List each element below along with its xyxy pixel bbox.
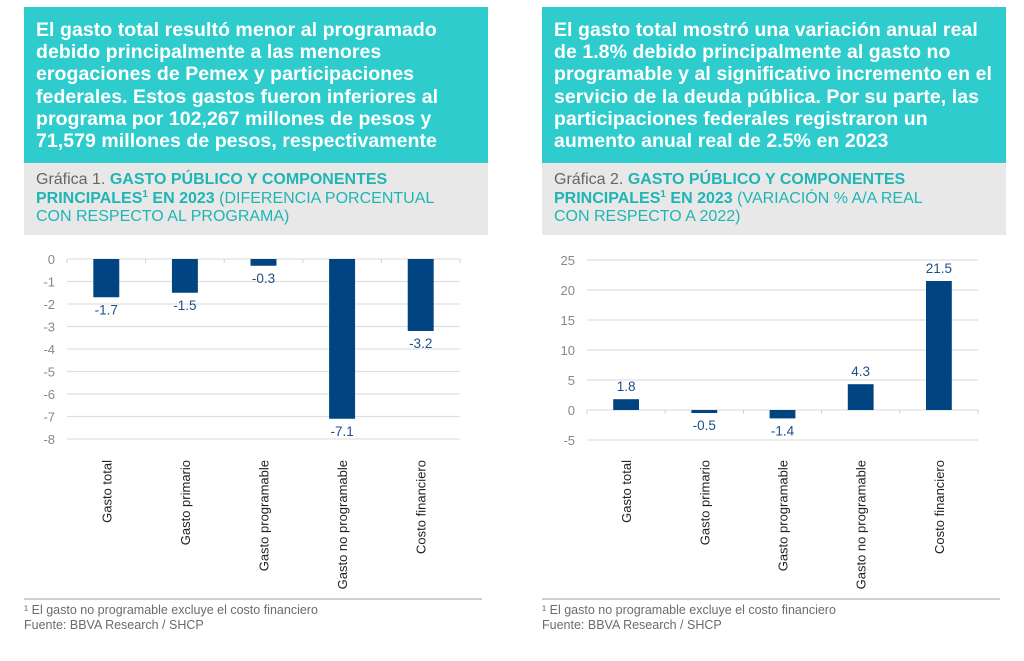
y-tick-label: -4 <box>43 342 55 357</box>
chart-label: Gráfica 1. <box>36 171 106 188</box>
data-label: 4.3 <box>851 364 870 379</box>
data-label: 1.8 <box>617 379 636 394</box>
category-label: Gasto total <box>619 460 634 523</box>
category-label: Gasto primario <box>697 460 712 545</box>
bar <box>769 410 796 419</box>
footer-divider <box>24 598 482 600</box>
bar <box>407 259 434 331</box>
category-label: Gasto total <box>99 460 114 523</box>
data-label: -1.7 <box>95 302 118 317</box>
chart-title-bold: GASTO PÚBLICO Y COMPONENTES <box>109 171 388 188</box>
data-label: -3.2 <box>409 336 432 351</box>
bar <box>171 259 198 293</box>
bar <box>613 399 640 410</box>
bar <box>691 410 718 413</box>
y-tick-label: -6 <box>43 387 55 402</box>
bar <box>93 259 120 298</box>
chart-subtitle: CON RESPECTO A 2022) <box>554 208 741 225</box>
headline-box-1: El gasto total resultó menor al programa… <box>24 7 488 163</box>
chart-title-1: Gráfica 1. GASTO PÚBLICO Y COMPONENTES P… <box>24 163 488 235</box>
source: Fuente: BBVA Research / SHCP <box>24 618 204 632</box>
category-label: Gasto programable <box>776 460 791 571</box>
footnote-marker: 1 <box>142 188 148 200</box>
headline-line: aumento anual real de 2.5% en 2023 <box>554 130 889 153</box>
y-tick-label: 5 <box>568 373 575 388</box>
y-tick-label: -5 <box>563 433 575 448</box>
y-tick-label: -8 <box>43 432 55 447</box>
y-tick-label: 25 <box>561 253 575 268</box>
bar <box>847 384 874 410</box>
chart-title-2: Gráfica 2. GASTO PÚBLICO Y COMPONENTES P… <box>542 163 1006 235</box>
headline-line: El gasto total resultó menor al programa… <box>36 19 437 41</box>
chart-subtitle: CON RESPECTO AL PROGRAMA) <box>36 208 290 225</box>
footnote-marker: 1 <box>660 188 666 200</box>
chart-title-bold: PRINCIPALES <box>36 189 143 207</box>
y-tick-label: -5 <box>43 365 55 380</box>
footer-1: ¹ El gasto no programable excluye el cos… <box>24 603 318 633</box>
chart-label: Gráfica 2. <box>554 171 624 188</box>
headline-line: federales. Estos gastos fueron inferiore… <box>36 85 439 108</box>
data-label: -1.4 <box>771 423 795 438</box>
panel-1: El gasto total resultó menor al programa… <box>24 7 488 647</box>
y-tick-label: -2 <box>43 297 55 312</box>
bar <box>925 281 952 410</box>
headline-line: El gasto total mostró una variación anua… <box>554 19 978 41</box>
category-label: Gasto programable <box>257 460 272 571</box>
panel-2: El gasto total mostró una variación anua… <box>542 7 1006 647</box>
bar <box>329 259 356 419</box>
footer-divider <box>542 598 1000 600</box>
chart-subtitle: (DIFERENCIA PORCENTUAL <box>219 189 435 207</box>
data-label: -7.1 <box>330 424 353 439</box>
headline-line: debido principalmente a las menores <box>36 41 382 64</box>
y-tick-label: -1 <box>43 275 55 290</box>
chart-title-bold: PRINCIPALES <box>554 189 661 207</box>
data-label: -0.5 <box>693 418 716 433</box>
headline-line: 71,579 millones de pesos, respectivament… <box>36 130 437 153</box>
y-tick-label: -7 <box>43 410 55 425</box>
headline-line: servicio de la deuda pública. Por su par… <box>554 85 979 108</box>
category-label: Costo financiero <box>414 460 429 554</box>
y-tick-label: 10 <box>561 343 575 358</box>
chart-title-bold: GASTO PÚBLICO Y COMPONENTES <box>627 171 906 188</box>
footnote: ¹ El gasto no programable excluye el cos… <box>542 603 836 617</box>
y-tick-label: 0 <box>568 403 575 418</box>
category-label: Gasto no programable <box>335 460 350 589</box>
y-tick-label: -3 <box>43 320 55 335</box>
source: Fuente: BBVA Research / SHCP <box>542 618 722 632</box>
chart-title-bold: EN 2023 <box>670 189 733 207</box>
category-label: Gasto primario <box>178 460 193 545</box>
category-label: Gasto no programable <box>854 460 869 589</box>
headline-line: programable y al significativo increment… <box>554 63 992 86</box>
headline-line: participaciones federales registraron un <box>554 107 928 130</box>
data-label: -0.3 <box>252 271 275 286</box>
headline-line: programa por 102,267 millones de pesos y <box>36 107 432 130</box>
data-label: 21.5 <box>926 261 952 276</box>
headline-line: de 1.8% debido principalmente al gasto n… <box>554 41 951 64</box>
data-label: -1.5 <box>173 298 196 313</box>
category-label: Costo financiero <box>932 460 947 554</box>
y-tick-label: 20 <box>561 283 575 298</box>
y-tick-label: 15 <box>561 313 575 328</box>
headline-line: erogaciones de Pemex y participaciones <box>36 63 414 86</box>
footnote: ¹ El gasto no programable excluye el cos… <box>24 603 318 617</box>
footer-2: ¹ El gasto no programable excluye el cos… <box>542 603 836 633</box>
y-tick-label: 0 <box>48 252 55 267</box>
headline-box-2: El gasto total mostró una variación anua… <box>542 7 1006 163</box>
bar <box>250 259 277 266</box>
chart-subtitle: (VARIACIÓN % A/A REAL <box>737 189 923 207</box>
chart-title-bold: EN 2023 <box>152 189 215 207</box>
